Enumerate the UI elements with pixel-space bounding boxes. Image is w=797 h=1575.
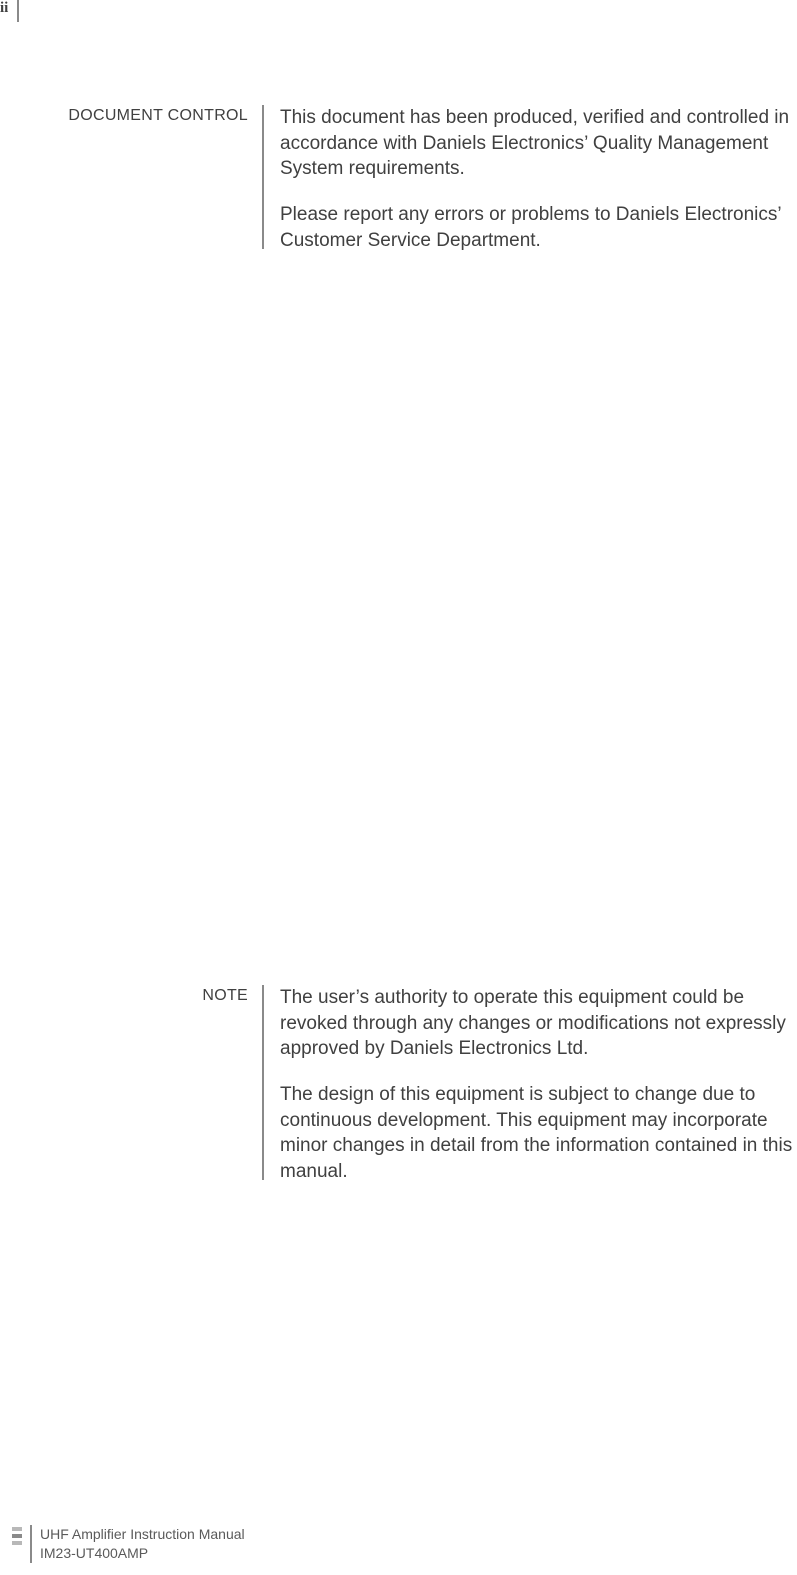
footer-code: IM23-UT400AMP bbox=[40, 1544, 245, 1563]
paragraph: The design of this equipment is subject … bbox=[280, 1082, 797, 1185]
footer-title: UHF Amplifier Instruction Manual bbox=[40, 1525, 245, 1544]
paragraph: This document has been produced, verifie… bbox=[280, 105, 797, 182]
footer-rule bbox=[30, 1525, 32, 1563]
page-footer: UHF Amplifier Instruction Manual IM23-UT… bbox=[12, 1525, 245, 1563]
paragraph: Please report any errors or problems to … bbox=[280, 202, 797, 253]
header-rule bbox=[17, 0, 19, 22]
section-label: DOCUMENT CONTROL bbox=[62, 105, 248, 127]
footer-bar bbox=[12, 1534, 22, 1538]
section-body: This document has been produced, verifie… bbox=[264, 105, 797, 253]
page-number-roman: ii bbox=[0, 0, 8, 17]
section-body: The user’s authority to operate this equ… bbox=[264, 985, 797, 1184]
footer-bar bbox=[12, 1527, 22, 1531]
section-label-col: NOTE bbox=[62, 985, 262, 1184]
section-note: NOTE The user’s authority to operate thi… bbox=[62, 985, 797, 1184]
footer-logo-bars bbox=[12, 1525, 22, 1548]
section-document-control: DOCUMENT CONTROL This document has been … bbox=[62, 105, 797, 253]
section-label: NOTE bbox=[62, 985, 248, 1007]
document-page: ii DOCUMENT CONTROL This document has be… bbox=[0, 0, 797, 1575]
footer-text-block: UHF Amplifier Instruction Manual IM23-UT… bbox=[40, 1525, 245, 1563]
paragraph: The user’s authority to operate this equ… bbox=[280, 985, 797, 1062]
section-label-col: DOCUMENT CONTROL bbox=[62, 105, 262, 253]
page-header-mark: ii bbox=[0, 0, 20, 22]
footer-bar bbox=[12, 1541, 22, 1545]
